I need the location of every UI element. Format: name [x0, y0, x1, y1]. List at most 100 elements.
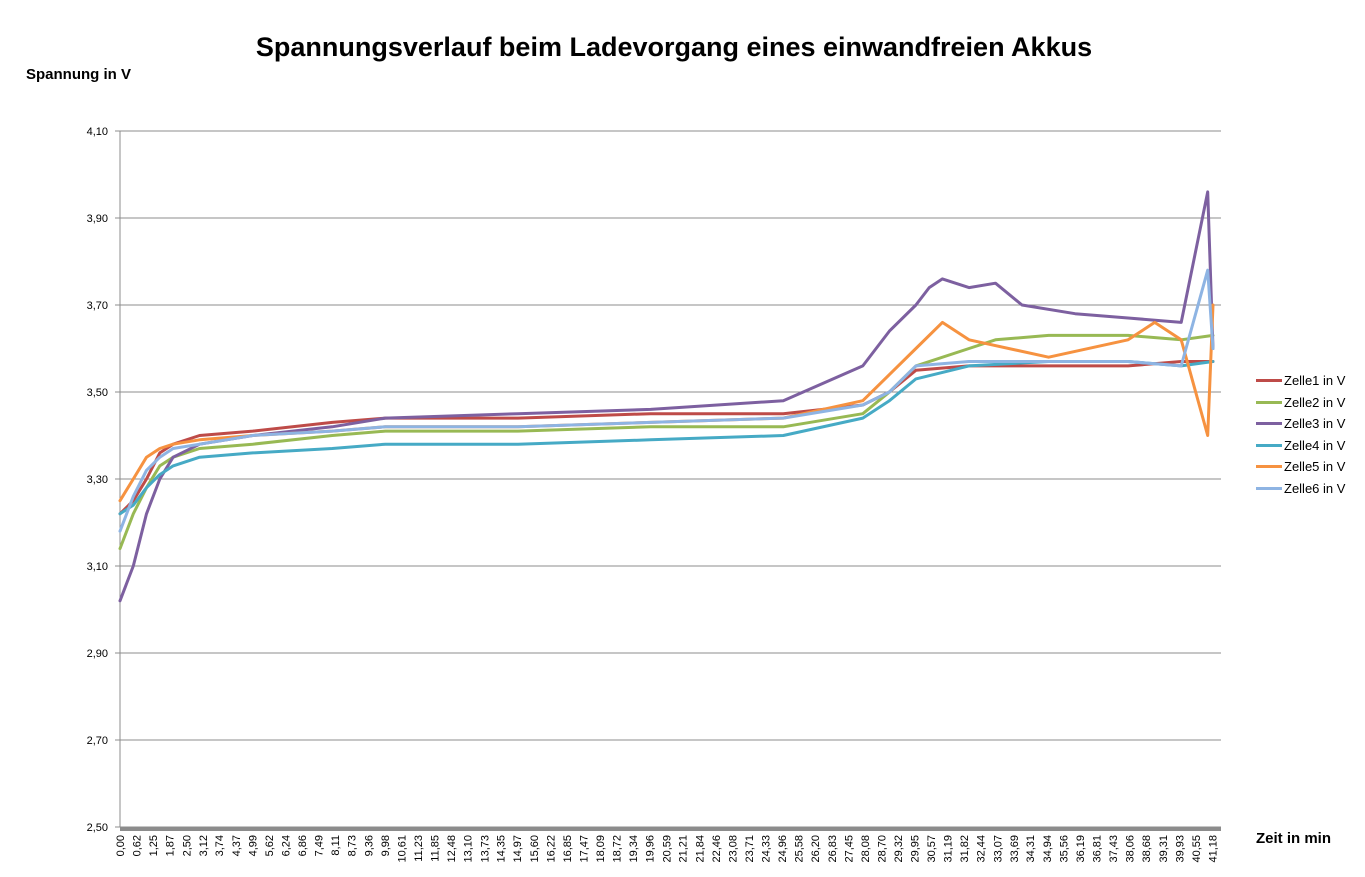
- legend-item-zelle4: Zelle4 in V: [1256, 435, 1345, 457]
- legend-item-zelle5: Zelle5 in V: [1256, 456, 1345, 478]
- series-line-zelle4: [118, 360, 1215, 516]
- y-tick-label: 2,90: [87, 648, 108, 660]
- legend-label: Zelle3 in V: [1284, 416, 1346, 432]
- series-line-zelle2: [118, 333, 1215, 551]
- x-tick-label: 16,85: [562, 835, 574, 863]
- x-tick-label: 36,81: [1092, 835, 1104, 863]
- x-tick-label: 24,96: [777, 835, 789, 863]
- x-tick-label: 13,73: [479, 835, 491, 863]
- x-tick-label: 19,34: [628, 835, 640, 863]
- y-axis-label: Spannung in V: [26, 66, 131, 83]
- x-tick-label: 23,71: [744, 835, 756, 863]
- y-tick-label: 2,50: [87, 822, 108, 834]
- legend-item-zelle3: Zelle3 in V: [1256, 413, 1345, 435]
- legend-swatch: [1256, 486, 1282, 490]
- x-tick-label: 29,32: [893, 835, 905, 863]
- series-line-zelle3: [118, 190, 1215, 603]
- x-tick-label: 14,97: [512, 835, 524, 863]
- x-tick-label: 0,62: [131, 835, 143, 856]
- x-tick-label: 16,22: [545, 835, 557, 863]
- x-tick-label: 33,07: [992, 835, 1004, 863]
- x-tick-label: 37,43: [1108, 835, 1120, 863]
- x-tick-label: 9,36: [363, 835, 375, 856]
- x-tick-label: 6,24: [281, 835, 293, 856]
- x-tick-label: 39,93: [1174, 835, 1186, 863]
- x-tick-label: 29,95: [910, 835, 922, 863]
- x-tick-label: 17,47: [578, 835, 590, 863]
- legend-label: Zelle1 in V: [1284, 373, 1346, 389]
- legend-item-zelle1: Zelle1 in V: [1256, 370, 1345, 392]
- series-line-zelle1: [118, 360, 1215, 516]
- x-tick-label: 27,45: [843, 835, 855, 863]
- x-tick-label: 15,60: [529, 835, 541, 863]
- legend-label: Zelle6 in V: [1284, 480, 1346, 496]
- x-tick-label: 19,96: [645, 835, 657, 863]
- x-tick-label: 3,74: [214, 835, 226, 856]
- y-tick-label: 2,70: [87, 735, 108, 747]
- x-axis-band: [120, 827, 1221, 831]
- x-tick-label: 22,46: [711, 835, 723, 863]
- y-tick-label: 3,30: [87, 474, 108, 486]
- x-tick-labels: 0,00 0,62 1,25 1,87 2,50 3,12 3,74 4,37 4,99 5,62…: [115, 835, 1220, 863]
- x-tick-label: 25,58: [794, 835, 806, 863]
- grid-lines: [115, 130, 1221, 828]
- x-tick-label: 24,33: [760, 835, 772, 863]
- x-tick-label: 10,61: [396, 835, 408, 863]
- x-tick-label: 8,11: [330, 835, 342, 856]
- x-tick-label: 21,21: [678, 835, 690, 863]
- legend-label: Zelle2 in V: [1284, 394, 1346, 410]
- x-tick-label: 34,94: [1042, 835, 1054, 863]
- x-tick-label: 35,56: [1058, 835, 1070, 863]
- x-tick-label: 33,69: [1009, 835, 1021, 863]
- x-tick-label: 36,19: [1075, 835, 1087, 863]
- x-tick-label: 2,50: [181, 835, 193, 856]
- legend-item-zelle2: Zelle2 in V: [1256, 392, 1345, 414]
- legend-item-zelle6: Zelle6 in V: [1256, 478, 1345, 500]
- x-tick-label: 18,72: [612, 835, 624, 863]
- chart-title: Spannungsverlauf beim Ladevorgang eines …: [255, 32, 1093, 62]
- x-tick-label: 11,23: [413, 835, 425, 862]
- axes: [119, 131, 1221, 831]
- x-tick-label: 4,37: [231, 835, 243, 856]
- x-tick-label: 26,83: [827, 835, 839, 863]
- y-tick-labels: 2,50 2,70 2,90 3,10 3,30 3,50 3,70 3,90 4,10: [87, 126, 108, 834]
- y-tick-label: 3,10: [87, 561, 108, 573]
- x-tick-label: 38,06: [1125, 835, 1137, 863]
- x-tick-label: 40,55: [1191, 835, 1203, 863]
- x-tick-label: 11,85: [429, 835, 441, 862]
- y-tick-label: 3,50: [87, 387, 108, 399]
- x-tick-label: 14,35: [496, 835, 508, 863]
- series-lines: [118, 190, 1215, 603]
- x-tick-label: 31,82: [959, 835, 971, 863]
- x-tick-label: 6,86: [297, 835, 309, 856]
- x-axis-label: Zeit in min: [1256, 830, 1331, 847]
- legend-swatch: [1256, 379, 1282, 383]
- y-tick-label: 3,70: [87, 300, 108, 312]
- x-tick-label: 23,08: [727, 835, 739, 863]
- x-tick-label: 4,99: [247, 835, 259, 856]
- x-tick-label: 28,70: [876, 835, 888, 863]
- x-tick-label: 38,68: [1141, 835, 1153, 863]
- legend-label: Zelle4 in V: [1284, 437, 1346, 453]
- x-tick-label: 7,49: [314, 835, 326, 856]
- x-tick-label: 1,25: [148, 835, 160, 856]
- x-tick-label: 31,19: [942, 835, 954, 863]
- legend: Zelle1 in V Zelle2 in V Zelle3 in V Zelle4 …: [1256, 370, 1345, 499]
- legend-swatch: [1256, 422, 1282, 426]
- x-tick-label: 3,12: [198, 835, 210, 856]
- x-tick-label: 30,57: [926, 835, 938, 863]
- x-tick-label: 12,48: [446, 835, 458, 863]
- legend-swatch: [1256, 465, 1282, 469]
- x-tick-label: 1,87: [165, 835, 177, 856]
- legend-swatch: [1256, 443, 1282, 447]
- series-line-zelle6: [118, 268, 1215, 533]
- x-tick-label: 8,73: [347, 835, 359, 856]
- x-tick-label: 5,62: [264, 835, 276, 856]
- x-tick-label: 18,09: [595, 835, 607, 863]
- x-tick-label: 13,10: [463, 835, 475, 863]
- x-tick-label: 41,18: [1208, 835, 1220, 863]
- x-tick-label: 32,44: [976, 835, 988, 863]
- y-tick-label: 3,90: [87, 213, 108, 225]
- legend-label: Zelle5 in V: [1284, 459, 1346, 475]
